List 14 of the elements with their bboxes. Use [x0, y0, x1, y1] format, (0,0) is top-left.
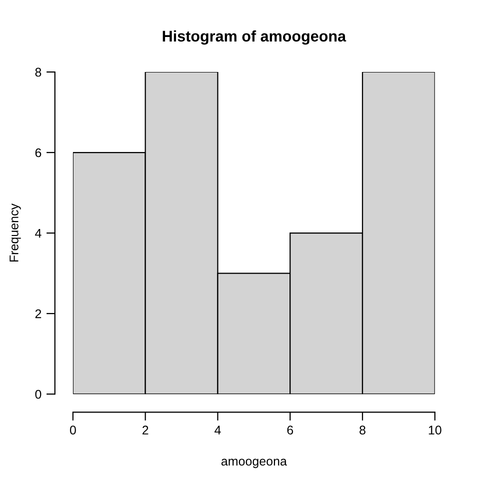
y-axis-title: Frequency [10, 204, 21, 262]
y-tick-label: 8 [35, 68, 42, 77]
y-tick-label: 0 [35, 390, 42, 399]
y-tick-label: 2 [35, 309, 42, 318]
y-tick-label: 4 [35, 228, 42, 238]
x-axis-title: amoogeona [221, 458, 287, 468]
x-tick-label: 4 [214, 426, 221, 434]
x-tick-label: 6 [287, 426, 294, 435]
x-tick-label: 0 [70, 426, 76, 435]
x-tick-label: 2 [142, 426, 148, 434]
chart-title: Histogram of amoogeona [162, 30, 346, 45]
x-tick-label: 8 [360, 426, 366, 435]
x-tick-label: 10 [428, 426, 442, 435]
y-tick-label: 6 [35, 148, 42, 158]
